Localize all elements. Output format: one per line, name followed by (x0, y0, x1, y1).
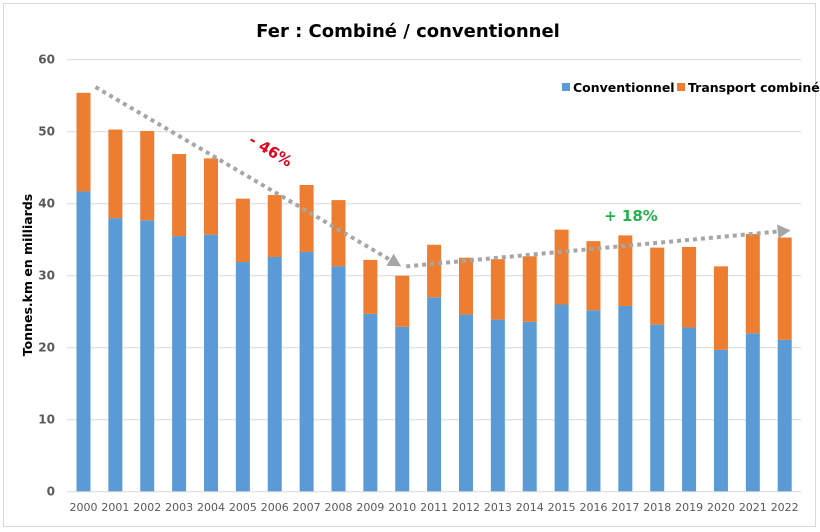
x-tick-label: 2021 (739, 501, 767, 514)
x-tick-label: 2000 (70, 501, 98, 514)
y-tick-label: 20 (38, 341, 55, 355)
bar-conventionnel-2009 (363, 313, 378, 492)
y-tick-label: 30 (38, 269, 55, 283)
bar-transport-combine-2012 (458, 257, 473, 315)
x-tick-label: 2020 (707, 501, 735, 514)
bar-transport-combine-2016 (586, 241, 601, 311)
bar-conventionnel-2016 (586, 310, 601, 492)
bar-transport-combine-2009 (363, 259, 378, 314)
trend-annotation: + 18% (604, 207, 658, 225)
bar-conventionnel-2006 (267, 256, 282, 492)
bar-transport-combine-2018 (650, 247, 665, 325)
y-tick-label: 50 (38, 125, 55, 139)
bar-conventionnel-2014 (522, 321, 537, 492)
bar-transport-combine-2006 (267, 195, 282, 257)
x-tick-label: 2003 (165, 501, 193, 514)
bar-conventionnel-2008 (331, 266, 346, 492)
trend-arrows (94, 85, 791, 269)
bar-transport-combine-2020 (713, 266, 728, 350)
legend-swatch-transport-combine (677, 83, 685, 91)
x-tick-label: 2014 (516, 501, 544, 514)
x-tick-label: 2007 (293, 501, 321, 514)
y-tick-label: 40 (38, 197, 55, 211)
bar-transport-combine-2021 (745, 233, 760, 334)
x-tick-label: 2017 (611, 501, 639, 514)
legend-swatch-conventionnel (562, 83, 570, 91)
y-axis-label: Tonnes.km en milliards (20, 194, 35, 357)
trend-line (94, 85, 392, 262)
bar-conventionnel-2019 (682, 327, 697, 492)
bar-conventionnel-2005 (235, 262, 250, 492)
bar-transport-combine-2003 (172, 154, 187, 237)
trend-line (406, 229, 778, 269)
trend-arrowhead-icon (777, 224, 791, 239)
y-axis-ticks: 0 10 20 30 40 50 60 (38, 53, 55, 499)
bar-conventionnel-2015 (554, 304, 569, 492)
bar-conventionnel-2011 (427, 297, 442, 492)
x-tick-label: 2009 (356, 501, 384, 514)
bar-conventionnel-2020 (713, 349, 728, 492)
y-tick-label: 10 (38, 413, 55, 427)
bar-conventionnel-2012 (458, 314, 473, 492)
bar-transport-combine-2015 (554, 229, 569, 305)
bar-transport-combine-2022 (777, 237, 792, 340)
x-tick-label: 2002 (133, 501, 161, 514)
bar-conventionnel-2022 (777, 339, 792, 492)
x-tick-label: 2015 (548, 501, 576, 514)
bar-conventionnel-2021 (745, 333, 760, 492)
bar-transport-combine-2013 (490, 259, 505, 320)
bar-conventionnel-2002 (140, 220, 155, 492)
x-tick-label: 2016 (579, 501, 607, 514)
bar-transport-combine-2007 (299, 184, 314, 252)
y-tick-label: 60 (38, 53, 55, 67)
bar-conventionnel-2010 (395, 326, 410, 492)
x-tick-label: 2006 (261, 501, 289, 514)
trend-annotation: - 46% (246, 131, 296, 171)
bar-transport-combine-2000 (76, 92, 91, 192)
x-tick-label: 2005 (229, 501, 257, 514)
bar-transport-combine-2001 (108, 129, 123, 219)
bar-conventionnel-2003 (172, 236, 187, 492)
x-tick-label: 2019 (675, 501, 703, 514)
bar-transport-combine-2014 (522, 256, 537, 322)
bar-transport-combine-2005 (235, 198, 250, 263)
x-tick-label: 2010 (388, 501, 416, 514)
x-tick-label: 2013 (484, 501, 512, 514)
bar-transport-combine-2017 (618, 235, 633, 306)
bar-transport-combine-2019 (682, 246, 697, 328)
legend: Conventionnel Transport combiné (562, 80, 820, 95)
bar-transport-combine-2011 (427, 244, 442, 298)
bar-conventionnel-2007 (299, 251, 314, 492)
y-tick-label: 0 (47, 485, 55, 499)
gridlines (67, 59, 801, 421)
bar-transport-combine-2002 (140, 130, 155, 221)
bar-transport-combine-2008 (331, 200, 346, 267)
x-tick-label: 2012 (452, 501, 480, 514)
bar-conventionnel-2004 (203, 234, 218, 492)
x-tick-label: 2011 (420, 501, 448, 514)
x-tick-label: 2022 (771, 501, 799, 514)
x-tick-label: 2004 (197, 501, 225, 514)
x-tick-label: 2008 (324, 501, 352, 514)
bar-conventionnel-2001 (108, 218, 123, 492)
legend-label-transport-combine: Transport combiné (688, 80, 820, 95)
bars (76, 92, 792, 492)
chart-title: Fer : Combiné / conventionnel (256, 21, 560, 42)
bar-transport-combine-2010 (395, 275, 410, 327)
legend-label-conventionnel: Conventionnel (573, 80, 675, 95)
bar-transport-combine-2004 (203, 158, 218, 235)
x-tick-label: 2018 (643, 501, 671, 514)
bar-conventionnel-2017 (618, 305, 633, 492)
bar-conventionnel-2013 (490, 319, 505, 492)
x-tick-label: 2001 (101, 501, 129, 514)
trend-arrowhead-icon (386, 253, 402, 267)
bar-conventionnel-2000 (76, 191, 91, 492)
x-axis-ticks: 2000 2001 2002 2003 2004 2005 2006 2007 2008 2009… (70, 501, 799, 514)
bar-conventionnel-2018 (650, 324, 665, 492)
